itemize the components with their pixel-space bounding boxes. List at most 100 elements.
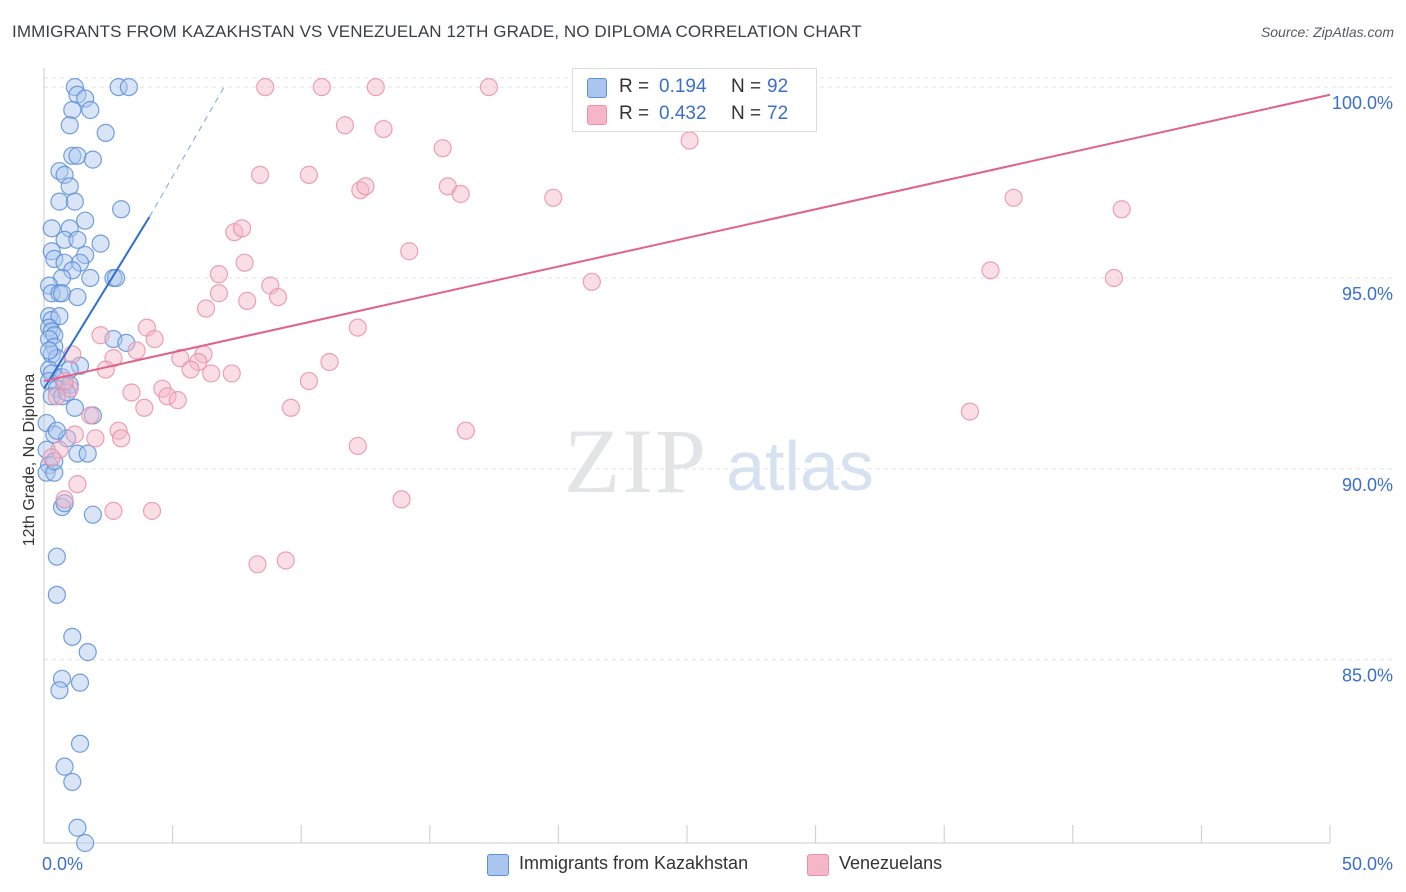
- kazakhstan-point: [60, 177, 79, 196]
- kazakhstan-point: [109, 77, 128, 97]
- kazakhstan-point: [68, 444, 87, 463]
- venezuelan-point: [47, 387, 66, 406]
- kazakhstan-point: [50, 307, 69, 326]
- venezuelan-point: [50, 440, 69, 459]
- venezuelan-point: [189, 352, 208, 372]
- venezuelan-point: [55, 490, 74, 509]
- legend-swatch-pink: [587, 105, 607, 125]
- kazakhstan-point: [119, 77, 138, 97]
- legend-r-label: R =: [619, 76, 650, 97]
- kazakhstan-point: [78, 444, 97, 463]
- legend-n-label: N =: [731, 76, 762, 97]
- kazakhstan-point: [42, 284, 61, 303]
- kazakhstan-trend-line: [43, 216, 151, 390]
- kazakhstan-point: [52, 284, 72, 303]
- kazakhstan-point: [47, 585, 66, 604]
- legend-n-label: N =: [731, 103, 762, 124]
- kazakhstan-point: [68, 287, 87, 307]
- kazakhstan-point: [70, 734, 90, 753]
- venezuelan-trend-line: [43, 93, 1331, 383]
- legend-r-value: 0.194: [659, 76, 707, 97]
- venezuelan-point: [320, 352, 339, 372]
- venezuelan-point: [276, 551, 295, 570]
- venezuelan-point: [86, 429, 105, 448]
- venezuelan-point: [981, 261, 1000, 280]
- kazakhstan-point: [70, 253, 90, 272]
- kazakhstan-point: [76, 89, 95, 108]
- venezuelan-point: [348, 436, 367, 456]
- source-label: Source: ZipAtlas.com: [1260, 24, 1394, 40]
- kazakhstan-point: [68, 818, 87, 837]
- venezuelan-point: [145, 329, 164, 349]
- venezuelan-point: [680, 131, 699, 150]
- legend-n-value: 92: [767, 76, 789, 97]
- venezuelan-point: [168, 391, 187, 410]
- venezuelan-point: [122, 383, 141, 402]
- kazakhstan-point: [68, 230, 87, 249]
- venezuelan-point: [312, 77, 331, 97]
- x-tick-label: 0.0%: [42, 854, 83, 874]
- kazakhstan-point: [76, 211, 95, 230]
- venezuelan-point: [104, 501, 123, 520]
- venezuelan-point: [1004, 188, 1023, 207]
- tick-labels: 85.0% 90.0% 95.0% 100.0% 0.0% 50.0%: [42, 93, 1393, 874]
- y-tick-label: 100.0%: [1332, 93, 1393, 113]
- kazakhstan-point: [83, 150, 102, 169]
- kazakhstan-point: [63, 146, 82, 165]
- y-tick-label: 95.0%: [1342, 284, 1393, 304]
- kazakhstan-point: [55, 494, 74, 513]
- bottom-legend-swatch-blue: [487, 854, 509, 876]
- kazakhstan-point: [81, 100, 100, 120]
- venezuelan-point: [960, 402, 980, 421]
- venezuelan-point: [68, 475, 87, 494]
- kazakhstan-point: [50, 681, 69, 700]
- venezuelan-point: [135, 398, 154, 417]
- kazakhstan-point: [50, 192, 69, 211]
- venezuelan-point: [209, 284, 228, 303]
- watermark-zip: ZIP: [564, 410, 708, 512]
- grid-lines: [44, 77, 1392, 661]
- legend-r-value: 0.432: [659, 103, 707, 124]
- legend-swatch-blue: [587, 78, 607, 98]
- kazakhstan-trend-extension: [148, 86, 225, 218]
- kazakhstan-point: [91, 234, 110, 253]
- kazakhstan-point: [81, 268, 100, 288]
- venezuelan-point: [366, 77, 385, 97]
- y-tick-label: 85.0%: [1342, 666, 1393, 686]
- venezuelan-point: [348, 318, 367, 337]
- bottom-legend-label: Venezuelans: [839, 853, 943, 873]
- y-tick-label: 90.0%: [1342, 475, 1393, 495]
- venezuelan-point: [582, 272, 601, 291]
- kazakhstan-point: [52, 669, 72, 688]
- venezuelan-point: [544, 188, 563, 207]
- kazakhstan-point: [112, 200, 131, 219]
- venezuelan-point: [374, 119, 393, 139]
- kazakhstan-point: [42, 387, 61, 406]
- kazakhstan-point: [65, 398, 84, 417]
- kazakhstan-point: [55, 757, 74, 776]
- legend-n-value: 72: [767, 103, 789, 124]
- venezuelan-point: [356, 177, 375, 196]
- stats-legend: R = 0.194 N = 92 R = 0.432 N = 72: [572, 68, 817, 132]
- kazakhstan-point: [76, 833, 95, 853]
- venezuelan-point: [451, 184, 470, 204]
- kazakhstan-point: [55, 165, 74, 184]
- legend-r-label: R =: [619, 103, 650, 124]
- venezuelan-point: [142, 501, 162, 520]
- kazakhstan-point: [63, 627, 82, 646]
- watermark: ZIP atlas: [564, 410, 874, 512]
- kazakhstan-point: [83, 505, 102, 524]
- kazakhstan-point: [60, 116, 79, 135]
- kazakhstan-point: [63, 772, 82, 792]
- venezuelan-point: [181, 360, 200, 379]
- venezuelan-point: [222, 364, 241, 383]
- venezuelan-point: [1112, 200, 1131, 219]
- venezuelan-point: [299, 371, 319, 391]
- venezuelan-point: [158, 387, 177, 406]
- kazakhstan-point: [63, 100, 82, 120]
- watermark-atlas: atlas: [726, 427, 874, 505]
- bottom-legend-label: Immigrants from Kazakhstan: [519, 853, 749, 873]
- trend-lines: [43, 86, 1331, 390]
- kazakhstan-point: [55, 253, 74, 272]
